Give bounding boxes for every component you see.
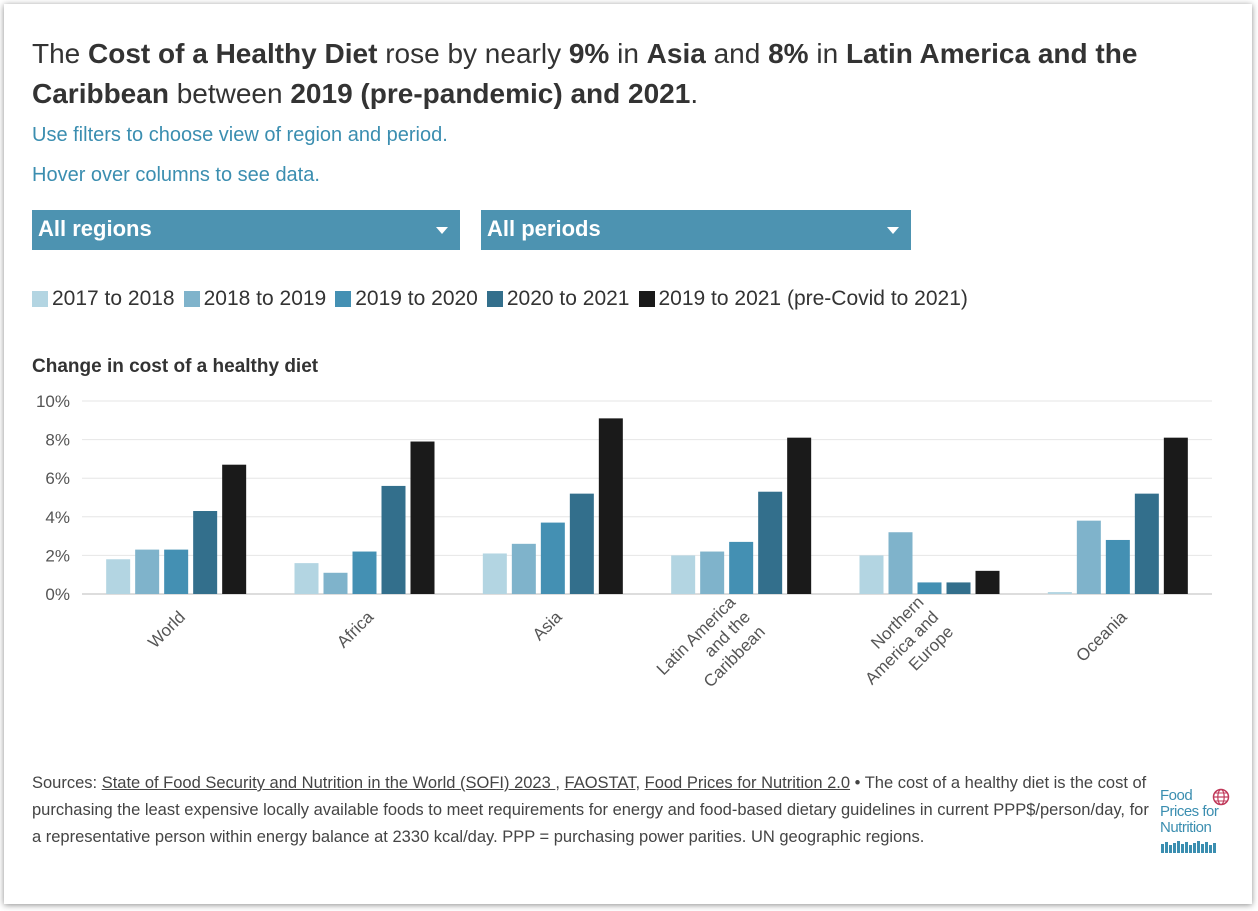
bar[interactable] <box>700 551 725 594</box>
bar[interactable] <box>1076 520 1101 594</box>
chart-legend: 2017 to 2018 2018 to 2019 2019 to 2020 2… <box>32 284 977 314</box>
food-prices-logo: Food Prices for Nutrition <box>1160 788 1236 858</box>
legend-item-2019-2021[interactable]: 2019 to 2021 (pre-Covid to 2021) <box>638 287 968 311</box>
bar[interactable] <box>352 551 377 594</box>
hover-hint: Hover over columns to see data. <box>32 164 320 186</box>
legend-item-2020-2021[interactable]: 2020 to 2021 <box>486 287 630 311</box>
legend-swatch <box>638 291 655 307</box>
legend-label: 2019 to 2020 <box>355 287 478 310</box>
fpn-link[interactable]: Food Prices for Nutrition 2.0 <box>644 774 851 792</box>
legend-label: 2020 to 2021 <box>506 287 630 310</box>
period-dropdown-value: All periods <box>487 216 601 241</box>
bar[interactable] <box>1134 493 1159 594</box>
bar[interactable] <box>323 572 348 594</box>
x-tick-label: NorthernAmerica andEurope <box>847 593 958 704</box>
globe-icon <box>1212 788 1230 806</box>
headline: The Cost of a Healthy Diet rose by nearl… <box>32 38 1138 109</box>
bar[interactable] <box>671 555 696 594</box>
logo-text-line: Prices for <box>1160 803 1219 820</box>
legend-swatch <box>486 291 503 307</box>
people-icon <box>1161 841 1216 853</box>
legend-label: 2019 to 2021 (pre-Covid to 2021) <box>658 287 968 310</box>
x-tick-label: Africa <box>333 607 378 652</box>
y-tick-label: 4% <box>45 508 70 527</box>
bar[interactable] <box>294 563 319 594</box>
bar[interactable] <box>888 532 913 594</box>
chevron-down-icon <box>887 227 899 234</box>
region-dropdown-value: All regions <box>38 216 152 241</box>
y-tick-label: 6% <box>45 469 70 488</box>
bar[interactable] <box>106 559 131 594</box>
bar[interactable] <box>222 464 247 594</box>
chevron-down-icon <box>436 227 448 234</box>
x-tick-label: Latin Americaand theCaribbean <box>653 592 769 708</box>
filter-hint: Use filters to choose view of region and… <box>32 124 448 146</box>
bar[interactable] <box>482 553 507 594</box>
bar[interactable] <box>540 522 565 594</box>
sources-note: Sources: State of Food Security and Nutr… <box>32 774 1149 846</box>
chart-card: The Cost of a Healthy Diet rose by nearl… <box>4 4 1252 904</box>
bar[interactable] <box>1105 539 1130 594</box>
logo-text-line: Food <box>1160 787 1193 804</box>
bar[interactable] <box>598 418 623 594</box>
bar[interactable] <box>1163 437 1188 594</box>
faostat-link[interactable]: FAOSTAT <box>564 774 636 792</box>
bar[interactable] <box>975 570 1000 594</box>
bar[interactable] <box>193 511 218 594</box>
logo-text-line: Nutrition <box>1160 819 1212 836</box>
region-dropdown[interactable]: All regions <box>32 210 460 250</box>
y-tick-label: 0% <box>45 585 70 604</box>
bar[interactable] <box>946 582 971 594</box>
period-dropdown[interactable]: All periods <box>481 210 911 250</box>
legend-item-2018-2019[interactable]: 2018 to 2019 <box>183 287 327 311</box>
legend-swatch <box>335 291 352 307</box>
legend-item-2019-2020[interactable]: 2019 to 2020 <box>335 287 478 311</box>
legend-label: 2018 to 2019 <box>203 287 327 310</box>
x-tick-label: Asia <box>529 607 566 644</box>
legend-swatch <box>183 291 200 307</box>
bar[interactable] <box>569 493 594 594</box>
legend-item-2017-2018[interactable]: 2017 to 2018 <box>32 287 175 311</box>
y-tick-label: 2% <box>45 546 70 565</box>
sofi-link[interactable]: State of Food Security and Nutrition in … <box>101 774 556 792</box>
y-tick-label: 10% <box>36 392 70 411</box>
x-tick-label-line: World <box>144 607 189 652</box>
bar-chart: 0% 2% 4% 6% 8% 10% World Africa Asia Latin Americ… <box>36 392 1212 708</box>
bar[interactable] <box>381 485 406 594</box>
bar[interactable] <box>758 491 783 594</box>
bar[interactable] <box>135 549 160 594</box>
bar[interactable] <box>787 437 812 594</box>
x-tick-label-line: Oceania <box>1072 607 1131 666</box>
bar[interactable] <box>729 541 754 594</box>
bar[interactable] <box>511 543 536 594</box>
chart-title: Change in cost of a healthy diet <box>32 356 319 377</box>
x-tick-label-line: Asia <box>529 607 566 644</box>
x-tick-label: World <box>144 607 189 652</box>
y-tick-label: 8% <box>45 431 70 450</box>
x-tick-label-line: Africa <box>333 607 378 652</box>
bar[interactable] <box>410 441 435 594</box>
bar[interactable] <box>917 582 942 594</box>
legend-swatch <box>32 291 48 307</box>
x-tick-label: Oceania <box>1072 607 1131 666</box>
legend-label: 2017 to 2018 <box>52 287 175 310</box>
bar[interactable] <box>1047 592 1072 594</box>
bar[interactable] <box>859 555 884 594</box>
bar[interactable] <box>164 549 189 594</box>
